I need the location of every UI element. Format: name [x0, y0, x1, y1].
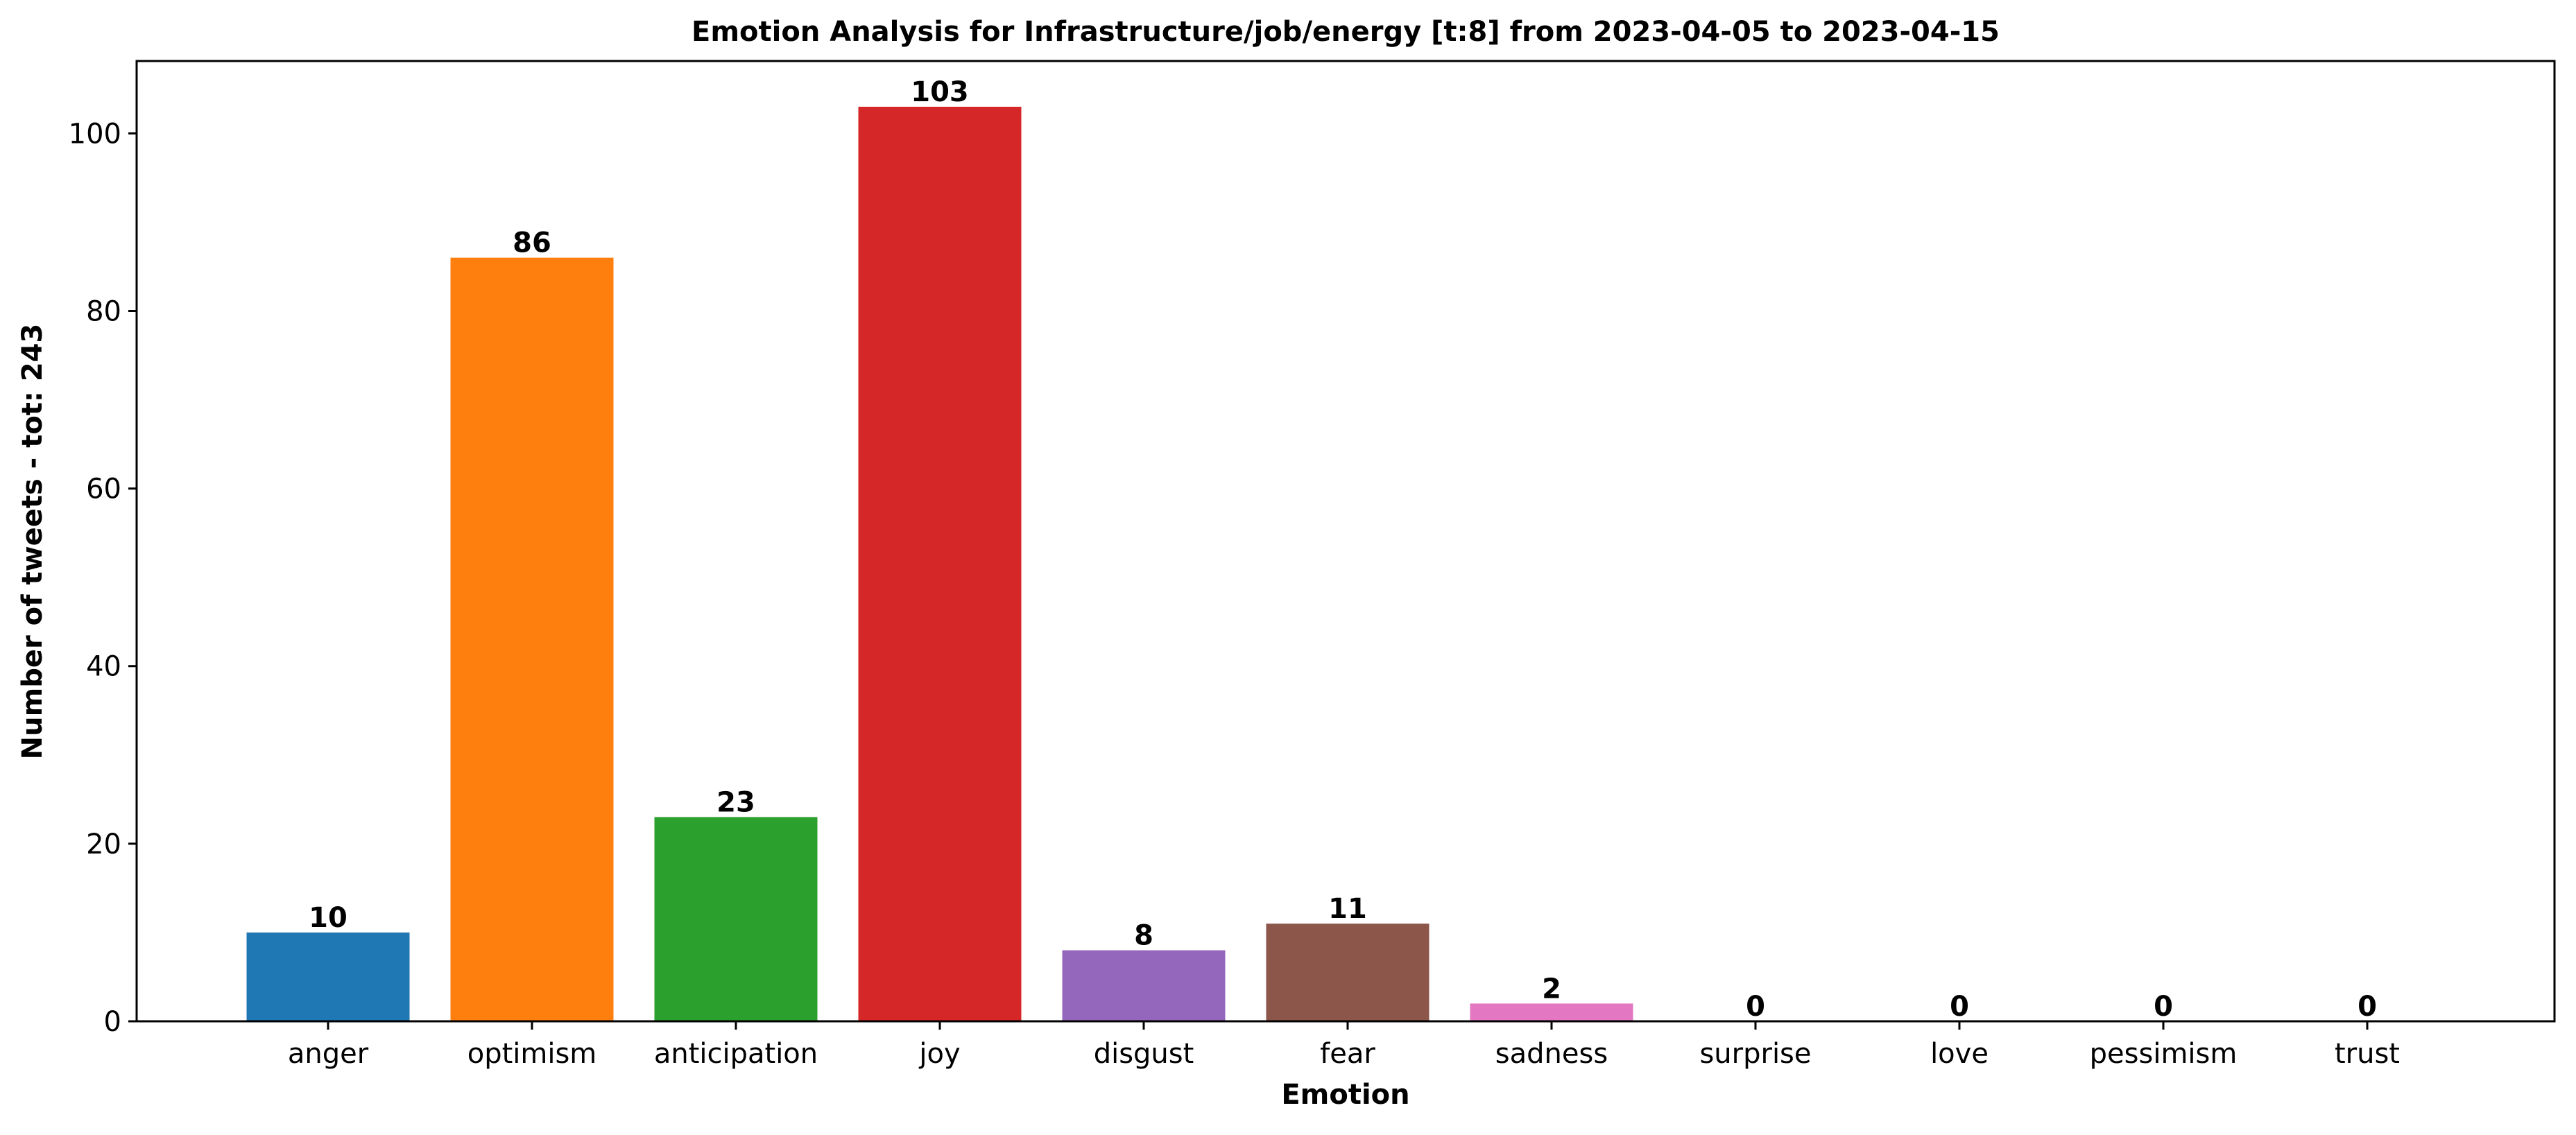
x-tick-label-optimism: optimism: [467, 1038, 597, 1070]
y-ticks-layer: 0 20 40 60 80 100: [69, 118, 137, 1038]
x-axis-label: Emotion: [1281, 1079, 1409, 1111]
x-tick-label-love: love: [1930, 1038, 1989, 1070]
data-labels-layer: 10 86 23 103 8 11 2 0 0 0 0: [309, 76, 2377, 1023]
bar-anger: [246, 932, 410, 1021]
bar-disgust: [1062, 950, 1226, 1021]
data-label-fear: 11: [1328, 893, 1367, 925]
y-tick-label-60: 60: [86, 474, 121, 505]
x-tick-label-anger: anger: [288, 1038, 369, 1070]
bar-sadness: [1470, 1003, 1633, 1021]
data-label-joy: 103: [911, 76, 969, 108]
data-label-surprise: 0: [1746, 991, 1765, 1023]
x-tick-label-anticipation: anticipation: [654, 1038, 818, 1070]
bar-anticipation: [654, 817, 818, 1021]
x-tick-label-surprise: surprise: [1699, 1038, 1811, 1070]
bar-optimism: [450, 257, 614, 1021]
x-tick-label-joy: joy: [918, 1038, 960, 1070]
x-tick-label-pessimism: pessimism: [2090, 1038, 2238, 1070]
x-tick-label-sadness: sadness: [1495, 1038, 1608, 1070]
data-label-disgust: 8: [1134, 920, 1153, 952]
y-axis-label: Number of tweets - tot: 243: [17, 324, 49, 760]
data-label-sadness: 2: [1542, 973, 1561, 1005]
bar-fear: [1266, 924, 1429, 1021]
x-tick-label-disgust: disgust: [1094, 1038, 1194, 1070]
y-tick-label-20: 20: [86, 829, 121, 860]
data-label-optimism: 86: [513, 227, 551, 259]
bar-joy: [858, 106, 1022, 1021]
plot-frame: [135, 60, 2556, 1023]
chart-title: Emotion Analysis for Infrastructure/job/…: [692, 16, 2000, 48]
y-tick-label-80: 80: [86, 295, 121, 327]
y-tick-label-0: 0: [104, 1006, 121, 1038]
x-tick-label-fear: fear: [1320, 1038, 1375, 1070]
y-tick-label-100: 100: [69, 118, 121, 150]
y-tick-label-40: 40: [86, 651, 121, 683]
data-label-trust: 0: [2358, 991, 2377, 1023]
data-label-anger: 10: [309, 902, 347, 934]
data-label-anticipation: 23: [716, 786, 755, 818]
x-tick-label-trust: trust: [2335, 1038, 2400, 1070]
x-ticks-layer: anger optimism anticipation joy disgust fear s…: [288, 1021, 2400, 1070]
data-label-love: 0: [1950, 991, 1969, 1023]
bars-layer: [246, 106, 1633, 1021]
data-label-pessimism: 0: [2154, 991, 2173, 1023]
